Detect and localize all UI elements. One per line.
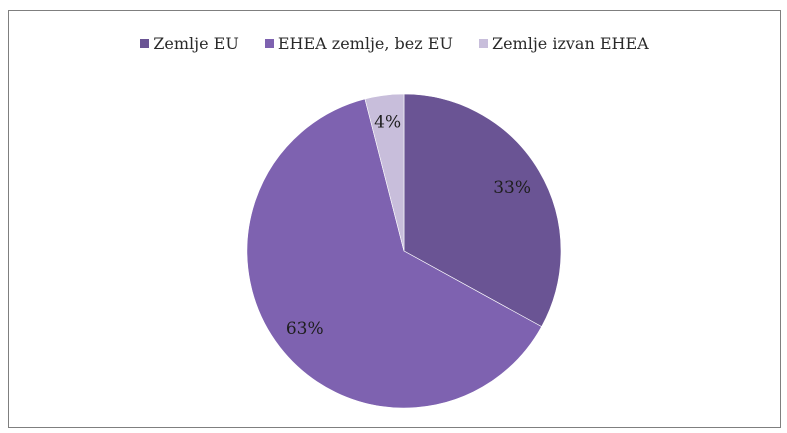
- data-label-zemlje-eu: 33%: [493, 178, 531, 198]
- legend-swatch-zemlje-eu: [140, 39, 150, 48]
- pie-slice-ehea-zemlje-bez-eu: [246, 98, 542, 409]
- legend-item-zemlje-eu: Zemlje EU: [140, 34, 239, 53]
- legend-swatch-zemlje-izvan-ehea: [478, 39, 488, 48]
- pie-chart: 33% 63% 4%: [246, 93, 562, 409]
- legend-label-ehea-zemlje: EHEA zemlje, bez EU: [277, 34, 453, 53]
- legend-item-zemlje-izvan-ehea: Zemlje izvan EHEA: [478, 34, 649, 53]
- legend-item-ehea-zemlje: EHEA zemlje, bez EU: [264, 34, 453, 53]
- chart-frame: Zemlje EU EHEA zemlje, bez EU Zemlje izv…: [8, 10, 781, 428]
- pie-slice-zemlje-izvan-ehea: [364, 93, 405, 252]
- legend-label-zemlje-izvan-ehea: Zemlje izvan EHEA: [491, 34, 649, 53]
- data-label-ehea-zemlje-bez-eu: 63%: [286, 319, 324, 339]
- data-label-zemlje-izvan-ehea: 4%: [374, 113, 401, 133]
- legend-swatch-ehea-zemlje: [264, 39, 274, 48]
- legend-label-zemlje-eu: Zemlje EU: [153, 34, 239, 53]
- chart-legend: Zemlje EU EHEA zemlje, bez EU Zemlje izv…: [9, 34, 780, 53]
- pie-slice-zemlje-eu: [403, 93, 562, 328]
